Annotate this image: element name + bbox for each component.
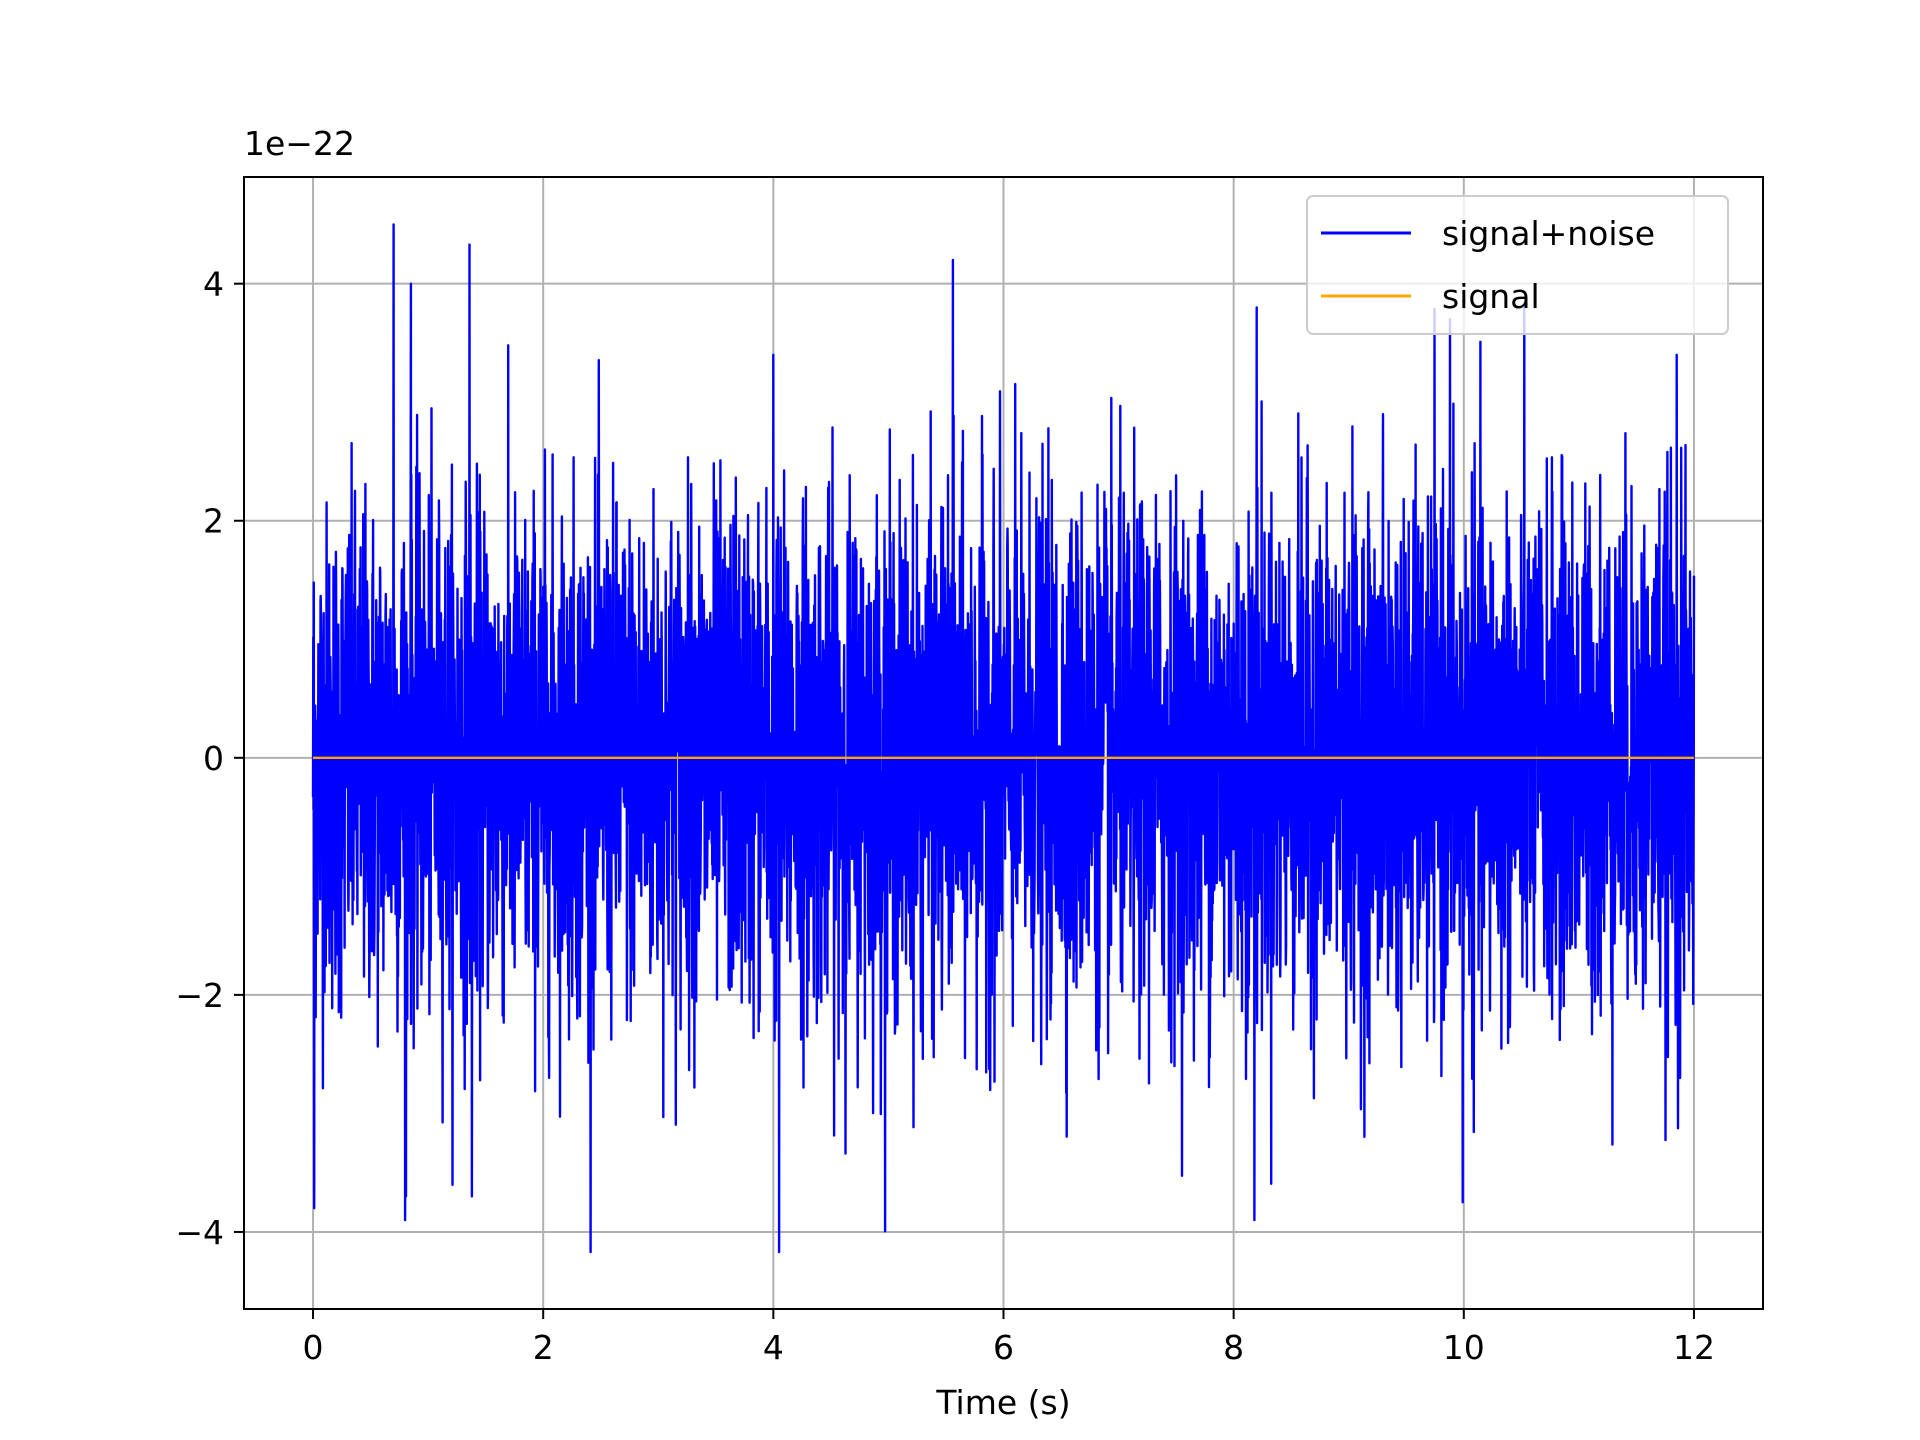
legend-box [1306,195,1729,335]
legend-label: signal+noise [1442,214,1655,253]
x-tick-label: 6 [993,1328,1014,1367]
x-tick-label: 12 [1673,1328,1715,1367]
x-tick-label: 2 [533,1328,554,1367]
x-tick-label: 0 [303,1328,324,1367]
x-axis-label: Time (s) [935,1383,1070,1422]
series-layer [311,223,1696,1254]
legend: signal+noise signal [1306,195,1729,335]
series-line-signal-noise [311,223,1696,1254]
legend-label: signal [1442,277,1540,316]
x-tick-label: 8 [1223,1328,1244,1367]
y-tick-label: 2 [203,502,224,541]
y-tick-label: 4 [203,265,224,304]
y-tick-label: −2 [175,976,224,1015]
y-axis-offset-label: 1e−22 [244,124,355,163]
x-tick-label: 10 [1443,1328,1485,1367]
y-axis: −4 −2 0 2 4 [175,265,244,1252]
y-tick-label: 0 [203,739,224,778]
y-tick-label: −4 [175,1213,224,1252]
x-axis: 0 2 4 6 8 10 12 [303,1309,1715,1367]
x-tick-label: 4 [763,1328,784,1367]
